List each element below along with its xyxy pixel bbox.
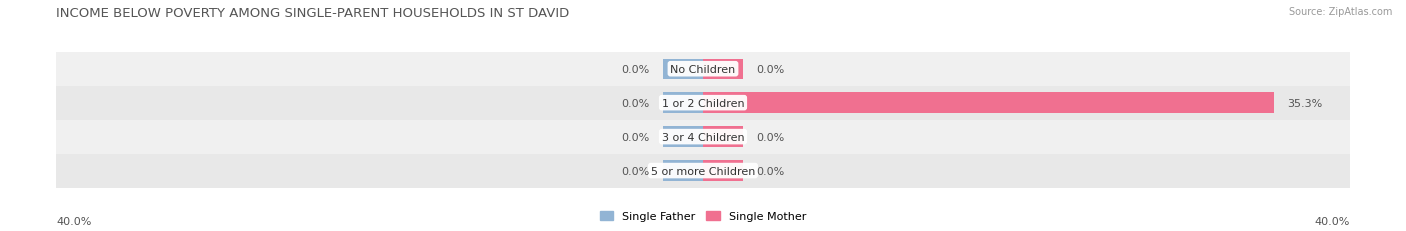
Bar: [703, 93, 1274, 113]
Legend: Single Father, Single Mother: Single Father, Single Mother: [596, 206, 810, 225]
Text: 0.0%: 0.0%: [756, 166, 785, 176]
Text: 40.0%: 40.0%: [1315, 216, 1350, 226]
Text: 35.3%: 35.3%: [1286, 98, 1322, 108]
Bar: [703, 127, 744, 147]
Bar: [56, 52, 1350, 86]
Bar: [662, 93, 703, 113]
Text: Source: ZipAtlas.com: Source: ZipAtlas.com: [1288, 7, 1392, 17]
Bar: [662, 161, 703, 181]
Text: 0.0%: 0.0%: [756, 64, 785, 74]
Text: 1 or 2 Children: 1 or 2 Children: [662, 98, 744, 108]
Text: 0.0%: 0.0%: [621, 166, 650, 176]
Bar: [703, 161, 744, 181]
Bar: [703, 59, 744, 79]
Text: No Children: No Children: [671, 64, 735, 74]
Bar: [56, 86, 1350, 120]
Bar: [56, 154, 1350, 188]
Bar: [56, 120, 1350, 154]
Text: 0.0%: 0.0%: [756, 132, 785, 142]
Bar: [662, 59, 703, 79]
Text: INCOME BELOW POVERTY AMONG SINGLE-PARENT HOUSEHOLDS IN ST DAVID: INCOME BELOW POVERTY AMONG SINGLE-PARENT…: [56, 7, 569, 20]
Text: 40.0%: 40.0%: [56, 216, 91, 226]
Text: 0.0%: 0.0%: [621, 132, 650, 142]
Text: 5 or more Children: 5 or more Children: [651, 166, 755, 176]
Text: 3 or 4 Children: 3 or 4 Children: [662, 132, 744, 142]
Text: 0.0%: 0.0%: [621, 64, 650, 74]
Text: 0.0%: 0.0%: [621, 98, 650, 108]
Bar: [662, 127, 703, 147]
